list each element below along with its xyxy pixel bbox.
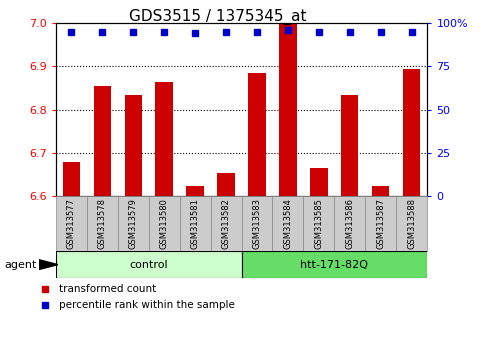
Bar <box>94 86 111 196</box>
Text: GSM313584: GSM313584 <box>284 198 293 249</box>
Text: GDS3515 / 1375345_at: GDS3515 / 1375345_at <box>128 9 306 25</box>
Bar <box>280 23 297 196</box>
Text: GSM313577: GSM313577 <box>67 198 75 249</box>
Text: GSM313588: GSM313588 <box>408 198 416 249</box>
Bar <box>186 185 203 196</box>
Text: GSM313581: GSM313581 <box>190 198 199 249</box>
Bar <box>403 69 421 196</box>
Bar <box>217 173 235 196</box>
Bar <box>211 196 242 251</box>
Bar <box>62 162 80 196</box>
Bar <box>117 196 149 251</box>
Bar <box>248 73 266 196</box>
Text: GSM313582: GSM313582 <box>222 198 230 249</box>
Bar <box>372 185 389 196</box>
Bar <box>180 196 211 251</box>
Bar <box>56 196 86 251</box>
Bar <box>149 196 180 251</box>
Bar <box>86 196 117 251</box>
Text: htt-171-82Q: htt-171-82Q <box>300 259 369 270</box>
Bar <box>341 95 358 196</box>
Text: agent: agent <box>5 259 37 270</box>
Text: GSM313587: GSM313587 <box>376 198 385 249</box>
Polygon shape <box>39 260 58 270</box>
Bar <box>397 196 427 251</box>
Text: GSM313583: GSM313583 <box>253 198 261 249</box>
Bar <box>303 196 334 251</box>
Bar <box>311 168 327 196</box>
Bar <box>242 251 427 278</box>
Text: GSM313586: GSM313586 <box>345 198 355 249</box>
Bar <box>366 196 397 251</box>
Text: percentile rank within the sample: percentile rank within the sample <box>59 300 235 310</box>
Text: control: control <box>129 259 168 270</box>
Text: GSM313578: GSM313578 <box>98 198 107 249</box>
Text: GSM313580: GSM313580 <box>159 198 169 249</box>
Bar <box>125 95 142 196</box>
Bar <box>156 81 172 196</box>
Text: transformed count: transformed count <box>59 284 156 295</box>
Bar <box>242 196 272 251</box>
Bar <box>334 196 366 251</box>
Bar <box>272 196 303 251</box>
Bar <box>56 251 242 278</box>
Text: GSM313585: GSM313585 <box>314 198 324 249</box>
Text: GSM313579: GSM313579 <box>128 198 138 249</box>
